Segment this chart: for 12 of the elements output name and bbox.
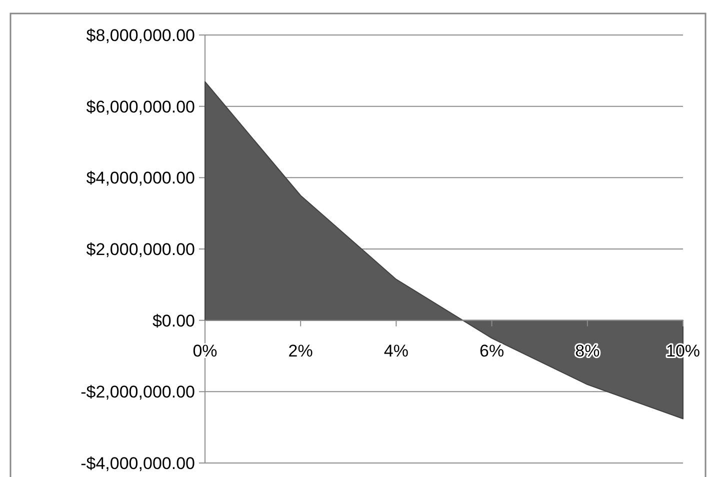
x-tick-label: 2% [288,341,313,360]
y-tick-label: $8,000,000.00 [86,26,195,45]
y-tick-label: $0.00 [152,311,195,330]
y-tick-label: -$2,000,000.00 [80,382,195,402]
y-tick-label: -$4,000,000.00 [80,454,195,473]
x-tick-label: 8% [575,341,600,360]
y-tick-label: $6,000,000.00 [86,97,195,116]
x-tick-label: 4% [384,341,408,360]
x-tick-label: 0% [192,341,218,360]
x-tick-label: 6% [480,341,504,360]
y-tick-label: $2,000,000.00 [86,240,195,259]
y-tick-label: $4,000,000.00 [86,168,195,188]
